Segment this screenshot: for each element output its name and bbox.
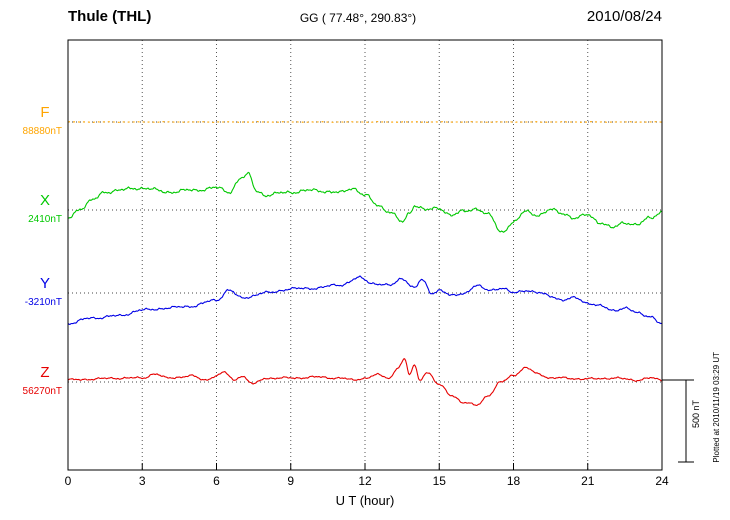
x-tick-label: 12 [358,474,372,488]
component-baseline-value-F: 88880nT [22,126,62,137]
trace-X [68,171,662,233]
component-label-X: X [39,192,50,209]
x-tick-label: 18 [506,474,521,488]
component-baseline-value-Y: -3210nT [24,297,62,308]
x-tick-label: 24 [655,474,669,488]
component-label-F: F [40,104,50,121]
plotted-at-note: Plotted at 2010/11/19 03:29 UT [712,352,721,463]
x-axis-tick-labels: 0 3 6 9 12 15 18 21 24 [0,474,730,490]
component-label-Y: Y [39,275,50,292]
trace-Y [68,275,662,325]
x-tick-label: 3 [138,474,146,488]
x-tick-label: 9 [287,474,295,488]
x-tick-label: 21 [581,474,595,488]
component-baseline-value-X: 2410nT [28,214,62,225]
x-tick-label: 15 [432,474,446,488]
trace-Z [68,358,662,406]
plot-frame [67,39,663,471]
component-baseline-value-Z: 56270nT [22,386,62,397]
date-label: 2010/08/24 [586,8,662,25]
scale-bar-label: 500 nT [691,400,701,429]
x-tick-label: 0 [64,474,72,488]
geographic-coords-label: GG ( 77.48°, 290.83°) [299,11,417,25]
x-axis-label: U T (hour) [335,493,395,508]
x-tick-label: 6 [213,474,220,488]
component-label-Z: Z [40,364,50,381]
station-title: Thule (THL) [68,8,152,25]
